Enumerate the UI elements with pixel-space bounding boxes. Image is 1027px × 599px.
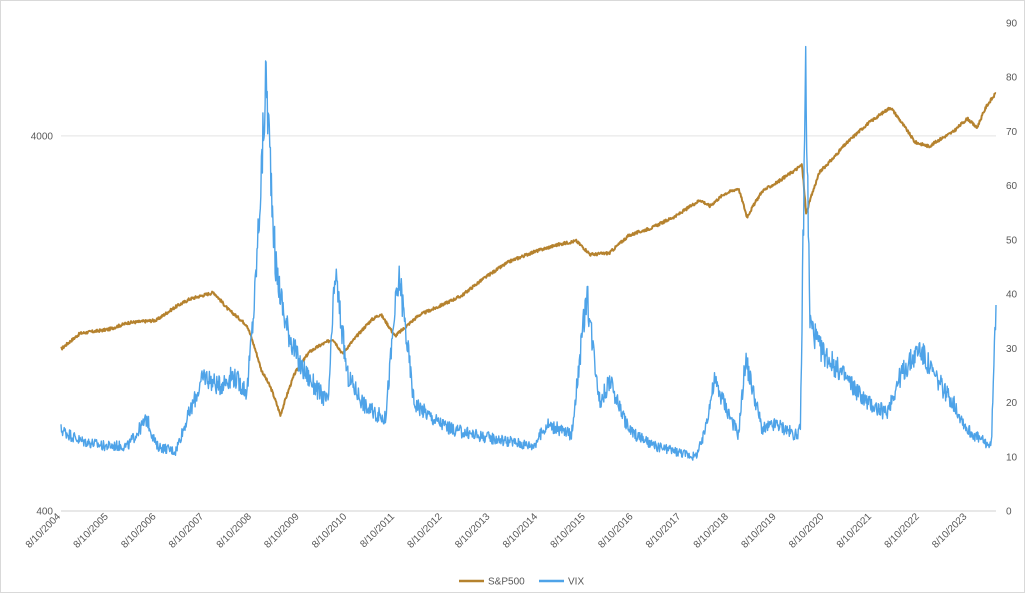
right-tick-label: 60 [1006, 181, 1018, 192]
x-tick-label: 8/10/2010 [310, 511, 350, 551]
x-tick-label: 8/10/2018 [692, 511, 732, 551]
right-tick-label: 0 [1006, 507, 1012, 518]
left-tick-label: 400 [36, 507, 53, 518]
x-tick-label: 8/10/2009 [262, 511, 302, 551]
legend-label-sp500: S&P500 [488, 577, 525, 588]
x-tick-label: 8/10/2022 [883, 511, 923, 551]
series-lines [60, 45, 997, 461]
x-tick-label: 8/10/2020 [787, 511, 827, 551]
right-tick-label: 50 [1006, 235, 1018, 246]
x-tick-label: 8/10/2015 [549, 511, 589, 551]
x-tick-label: 8/10/2012 [406, 511, 446, 551]
x-tick-label: 8/10/2017 [644, 511, 684, 551]
right-tick-label: 10 [1006, 452, 1018, 463]
legend: S&P500 VIX [459, 577, 584, 588]
x-tick-label: 8/10/2021 [835, 511, 875, 551]
right-axis: 0 10 20 30 40 50 60 70 80 90 [1006, 19, 1018, 518]
right-tick-label: 20 [1006, 398, 1018, 409]
x-tick-label: 8/10/2005 [72, 511, 112, 551]
x-tick-label: 8/10/2023 [930, 511, 970, 551]
x-tick-label: 8/10/2016 [596, 511, 636, 551]
right-tick-label: 70 [1006, 127, 1018, 138]
series-line-sp500 [60, 92, 997, 417]
right-tick-label: 30 [1006, 344, 1018, 355]
x-tick-label: 8/10/2013 [453, 511, 493, 551]
right-tick-label: 90 [1006, 19, 1018, 30]
left-tick-label: 4000 [31, 131, 54, 142]
x-tick-label: 8/10/2011 [358, 511, 397, 550]
series-line-vix [60, 45, 997, 461]
gridlines [61, 135, 996, 512]
legend-label-vix: VIX [568, 577, 584, 588]
x-tick-label: 8/10/2008 [215, 511, 255, 551]
right-tick-label: 40 [1006, 290, 1018, 301]
right-tick-label: 80 [1006, 73, 1018, 84]
x-axis: 8/10/2004 8/10/2005 8/10/2006 8/10/2007 8/10… [24, 510, 996, 551]
x-tick-label: 8/10/2019 [739, 511, 779, 551]
x-tick-label: 8/10/2014 [501, 511, 541, 551]
x-tick-label: 8/10/2006 [119, 511, 159, 551]
left-axis: 400 4000 [31, 131, 54, 517]
x-tick-label: 8/10/2007 [167, 511, 207, 551]
